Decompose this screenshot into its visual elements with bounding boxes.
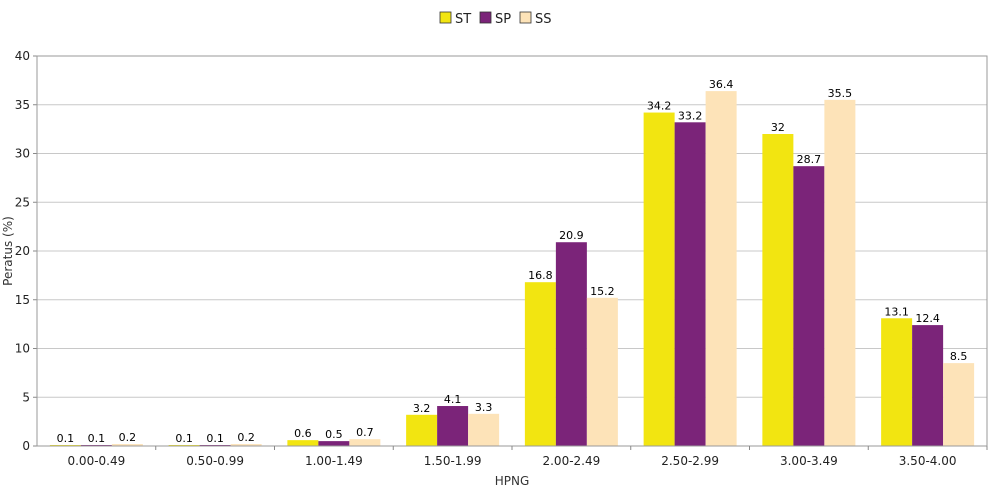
y-tick-label: 30 [15, 147, 30, 161]
data-label: 32 [771, 121, 785, 134]
data-label: 8.5 [950, 350, 968, 363]
data-labels: 0.1 0.1 0.2 0.1 0.1 0.2 0.6 0.5 0.7 3.2 4.1 3.3 16.8… [57, 78, 968, 445]
y-tick-label: 40 [15, 49, 30, 63]
bar-sp [318, 441, 350, 446]
bar-sp [437, 406, 469, 446]
x-tick-label: 2.00-2.49 [542, 454, 600, 468]
data-label: 16.8 [528, 269, 553, 282]
data-label: 36.4 [709, 78, 734, 91]
legend-swatch-sp [479, 11, 492, 24]
data-label: 0.1 [206, 432, 224, 445]
data-label: 3.3 [475, 401, 493, 414]
data-label: 33.2 [678, 109, 703, 122]
y-tick-label: 20 [15, 244, 30, 258]
data-label: 28.7 [797, 153, 822, 166]
data-label: 0.2 [237, 431, 255, 444]
legend-label-sp: SP [495, 12, 511, 27]
bar-st [643, 112, 675, 447]
bar-ss [111, 444, 143, 446]
data-label: 0.1 [175, 432, 193, 445]
bar-ss [586, 297, 618, 446]
axes: 0 5 10 15 20 25 30 35 40 0.00-0.49 0.50-0.99 1.00-1… [15, 49, 988, 468]
data-label: 4.1 [444, 393, 462, 406]
data-label: 0.1 [88, 432, 106, 445]
bar-sp [555, 242, 587, 446]
data-label: 0.7 [356, 426, 374, 439]
bar-st [287, 440, 319, 446]
data-label: 20.9 [559, 229, 584, 242]
data-label: 13.1 [884, 305, 909, 318]
x-tick-label: 2.50-2.99 [661, 454, 719, 468]
bar-ss [230, 444, 262, 446]
data-label: 35.5 [828, 87, 853, 100]
bar-ss [468, 413, 500, 446]
y-tick-label: 25 [15, 195, 30, 209]
data-label: 3.2 [413, 402, 431, 415]
data-label: 34.2 [647, 100, 672, 113]
x-tick-label: 0.00-0.49 [67, 454, 125, 468]
bar-st [406, 414, 438, 446]
y-tick-label: 15 [15, 293, 30, 307]
x-axis-title: HPNG [495, 474, 530, 488]
y-axis-title: Peratus (%) [1, 216, 15, 286]
bar-sp [674, 122, 706, 447]
bar-ss [824, 99, 856, 446]
data-label: 12.4 [915, 312, 940, 325]
y-tick-label: 35 [15, 98, 30, 112]
x-tick-label: 0.50-0.99 [186, 454, 244, 468]
grid-lines [37, 55, 987, 398]
bar-st [762, 134, 794, 446]
data-label: 0.5 [325, 428, 343, 441]
x-tick-label: 1.50-1.99 [424, 454, 482, 468]
bar-sp [912, 325, 944, 446]
bar-ss [943, 363, 975, 446]
y-tick-label: 0 [22, 439, 30, 453]
data-label: 0.2 [119, 431, 137, 444]
data-label: 15.2 [590, 285, 615, 298]
bar-sp [793, 166, 825, 447]
legend-label-st: ST [455, 12, 471, 27]
bar-st [881, 318, 913, 446]
legend-swatch-ss [519, 11, 532, 24]
data-label: 0.6 [294, 427, 312, 440]
legend-label-ss: SS [535, 12, 552, 27]
x-tick-label: 1.00-1.49 [305, 454, 363, 468]
bars [49, 91, 975, 447]
legend-swatch-st [439, 11, 452, 24]
y-tick-label: 5 [22, 390, 30, 404]
bar-ss [705, 91, 737, 446]
x-tick-label: 3.00-3.49 [780, 454, 838, 468]
data-label: 0.1 [57, 432, 75, 445]
y-tick-label: 10 [15, 342, 30, 356]
bar-ss [349, 439, 381, 446]
legend: ST SP SS [439, 11, 552, 27]
x-tick-label: 3.50-4.00 [899, 454, 957, 468]
bar-st [524, 282, 556, 446]
